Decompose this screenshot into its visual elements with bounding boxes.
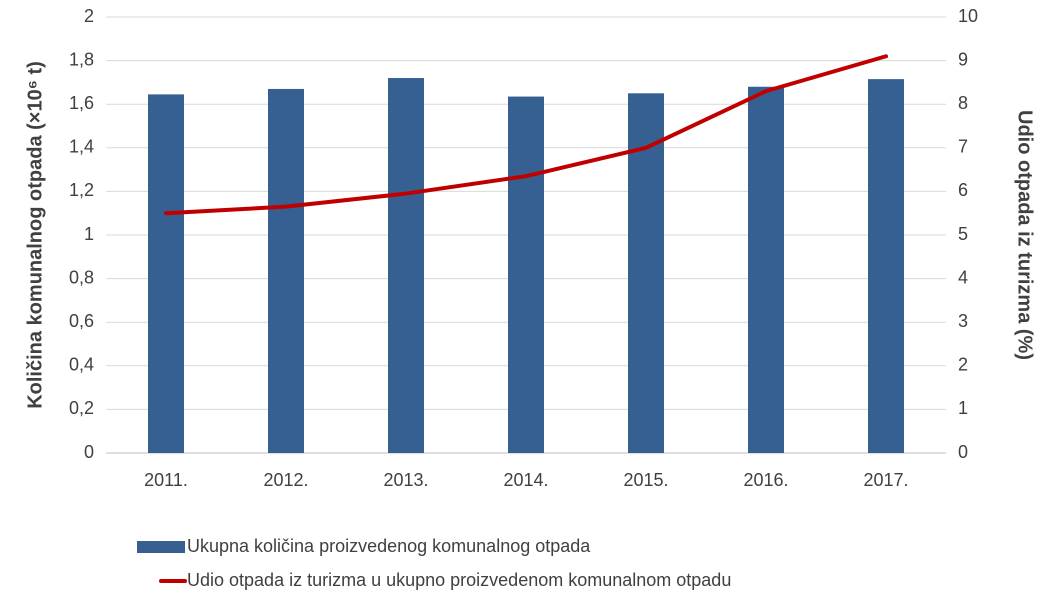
y2-tick-label: 0	[958, 442, 968, 462]
bar	[388, 78, 424, 453]
y2-tick-label: 9	[958, 49, 968, 69]
line	[164, 54, 888, 216]
bar	[268, 88, 304, 453]
y-tick-label: 1	[84, 224, 94, 244]
x-tick-label: 2015.	[623, 470, 668, 490]
bar	[508, 96, 544, 453]
y-tick-label: 1,8	[69, 49, 94, 69]
y2-tick-label: 5	[958, 224, 968, 244]
y2-tick-label: 10	[958, 6, 978, 26]
y2-axis-title: Udio otpada iz turizma (%)	[1014, 110, 1036, 360]
bar	[748, 86, 784, 453]
y2-tick-label: 4	[958, 267, 968, 287]
legend-swatch	[137, 541, 185, 553]
bar	[148, 94, 184, 453]
y-tick-label: 1,4	[69, 137, 94, 157]
y2-tick-label: 3	[958, 311, 968, 331]
y-tick-label: 0,8	[69, 267, 94, 287]
legend-label: Udio otpada iz turizma u ukupno proizved…	[187, 570, 731, 590]
x-tick-label: 2017.	[863, 470, 908, 490]
y2-tick-label: 6	[958, 180, 968, 200]
x-tick-label: 2014.	[503, 470, 548, 490]
y-tick-label: 1,2	[69, 180, 94, 200]
y-tick-label: 0,6	[69, 311, 94, 331]
y2-tick-label: 2	[958, 355, 968, 375]
x-tick-label: 2011.	[144, 470, 188, 490]
y2-tick-label: 8	[958, 93, 968, 113]
x-tick-label: 2012.	[263, 470, 308, 490]
y2-tick-label: 7	[958, 137, 968, 157]
x-tick-label: 2016.	[743, 470, 788, 490]
y-tick-label: 0	[84, 442, 94, 462]
legend-label: Ukupna količina proizvedenog komunalnog …	[187, 536, 591, 556]
bar	[628, 93, 664, 454]
y-tick-label: 0,2	[69, 398, 94, 418]
y-tick-label: 1,6	[69, 93, 94, 113]
x-tick-label: 2013.	[383, 470, 428, 490]
y-tick-label: 2	[84, 6, 94, 26]
y-tick-label: 0,4	[69, 355, 94, 375]
y2-tick-label: 1	[958, 398, 968, 418]
y-axis-title: Količina komunalnog otpada (×10⁶ t)	[24, 61, 46, 409]
bar	[868, 79, 904, 453]
